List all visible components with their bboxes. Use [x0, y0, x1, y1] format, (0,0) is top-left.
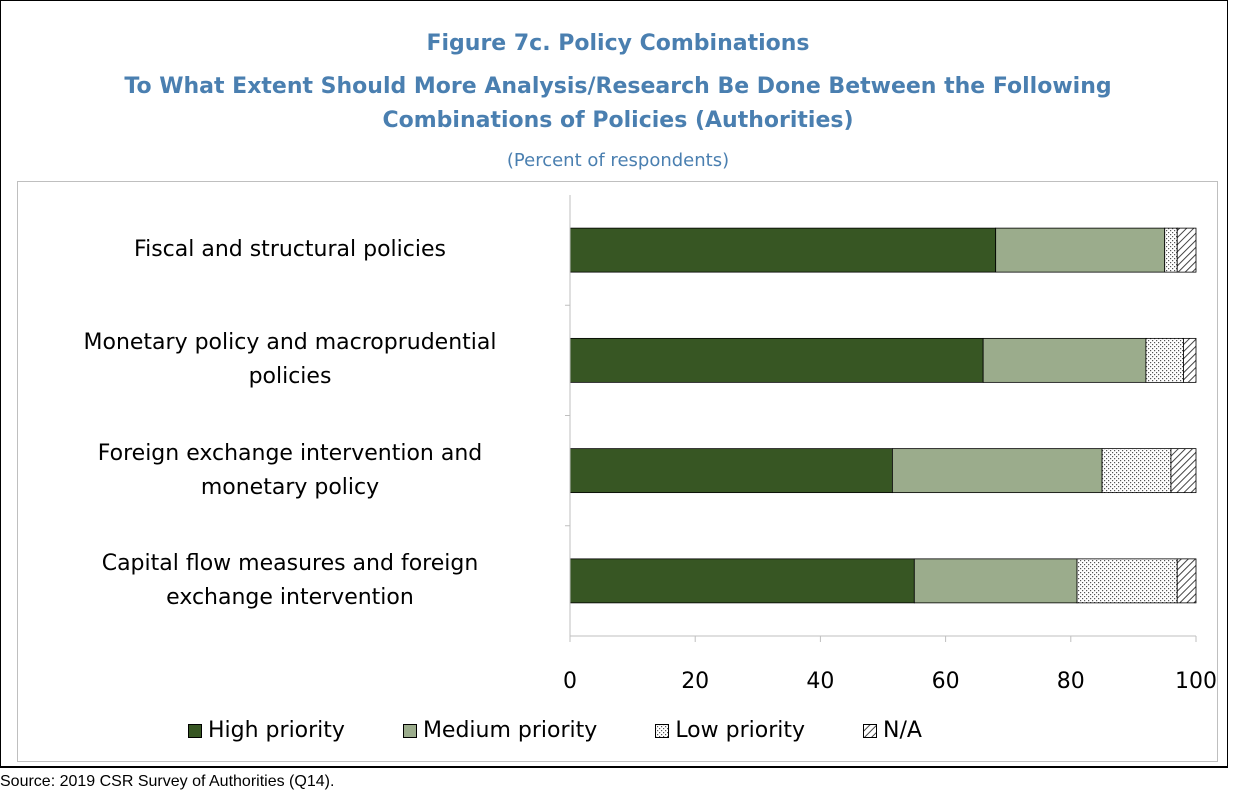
category-label-line: Fiscal and structural policies — [134, 237, 446, 263]
figure-frame — [0, 0, 1228, 768]
legend: High priority Medium priority Low priori… — [188, 718, 980, 743]
x-tick-label-2: 40 — [806, 669, 835, 694]
bar-high-priority-0 — [569, 227, 997, 273]
chart-title-line3: Combinations of Policies (Authorities) — [382, 108, 854, 133]
category-label-line: Capital flow measures and foreign — [101, 550, 479, 576]
x-tick-label-4: 80 — [1056, 669, 1085, 694]
bar-n-a-0 — [1176, 227, 1197, 273]
legend-item-high: High priority — [188, 718, 345, 743]
legend-swatch-medium — [402, 723, 417, 738]
legend-label-high: High priority — [208, 718, 345, 743]
plot-area-border — [17, 181, 1218, 762]
legend-label-medium: Medium priority — [422, 718, 598, 743]
bar-medium-priority-3 — [913, 558, 1078, 604]
category-label-0: Fiscal and structural policies — [20, 233, 560, 267]
legend-swatch-high — [188, 723, 202, 738]
chart-title-line1: Figure 7c. Policy Combinations — [426, 31, 810, 56]
bar-high-priority-2 — [569, 448, 893, 494]
category-label-line: Monetary policy and macroprudential — [83, 330, 497, 356]
legend-item-low: Low priority — [655, 718, 805, 743]
x-tick-label-3: 60 — [931, 669, 960, 694]
bar-high-priority-1 — [569, 337, 984, 383]
bar-medium-priority-1 — [982, 337, 1147, 383]
legend-swatch-na — [863, 723, 878, 738]
legend-item-medium: Medium priority — [402, 718, 598, 743]
x-tick-label-5: 100 — [1175, 669, 1217, 694]
x-tick-label-0: 0 — [563, 669, 577, 694]
source-note: Source: 2019 CSR Survey of Authorities (… — [0, 773, 335, 790]
bar-n-a-1 — [1183, 337, 1197, 383]
category-label-line: monetary policy — [200, 474, 380, 500]
chart-subtitle: (Percent of respondents) — [506, 150, 730, 171]
bar-medium-priority-2 — [891, 448, 1103, 494]
category-label-line: Foreign exchange intervention and — [97, 440, 483, 466]
legend-swatch-low — [655, 723, 670, 738]
bar-low-priority-2 — [1101, 448, 1172, 494]
category-label-line: exchange intervention — [166, 584, 414, 610]
legend-label-low: Low priority — [675, 718, 806, 743]
category-label-3: Capital flow measures and foreign exchang… — [20, 547, 560, 615]
bar-low-priority-1 — [1145, 337, 1184, 383]
bar-n-a-2 — [1170, 448, 1197, 494]
category-label-line: policies — [248, 364, 332, 390]
category-label-2: Foreign exchange intervention and monetar… — [20, 437, 560, 505]
chart-title-line2: To What Extent Should More Analysis/Rese… — [124, 74, 1112, 99]
bar-low-priority-0 — [1164, 227, 1178, 273]
legend-label-na: N/A — [883, 718, 922, 743]
legend-item-na: N/A — [863, 718, 922, 743]
bar-high-priority-3 — [569, 558, 915, 604]
x-tick-label-1: 20 — [681, 669, 710, 694]
bar-low-priority-3 — [1076, 558, 1178, 604]
bar-n-a-3 — [1176, 558, 1197, 604]
category-label-1: Monetary policy and macroprudential polic… — [20, 326, 560, 394]
bar-medium-priority-0 — [995, 227, 1166, 273]
